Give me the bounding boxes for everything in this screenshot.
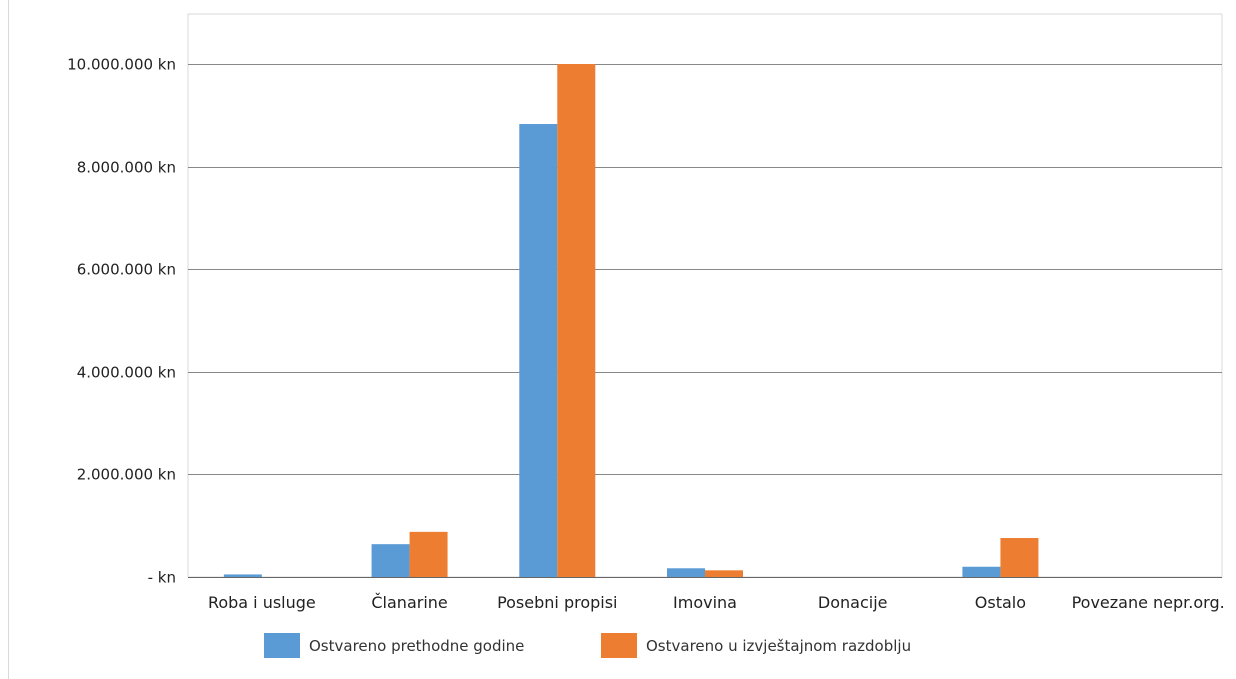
bars <box>223 64 1039 578</box>
y-tick-label: 6.000.000 kn <box>77 261 176 279</box>
y-tick-label: 2.000.000 kn <box>77 466 176 484</box>
plot-area <box>187 13 1223 578</box>
legend-entry: Ostvareno prethodne godine <box>309 637 524 655</box>
bar <box>962 566 1001 577</box>
bar <box>1000 538 1039 577</box>
x-category-label: Posebni propisi <box>497 593 617 612</box>
y-tick-label: 8.000.000 kn <box>77 159 176 177</box>
x-category-label: Imovina <box>673 593 737 612</box>
legend-swatch <box>601 633 637 658</box>
bar <box>557 64 596 577</box>
y-tick-label: 10.000.000 kn <box>67 56 176 74</box>
x-category-label: Roba i usluge <box>208 593 316 612</box>
x-category-label: Članarine <box>371 593 447 612</box>
gridlines <box>187 13 1223 578</box>
x-category-label: Ostalo <box>975 593 1026 612</box>
bar <box>705 570 743 577</box>
legend-swatch <box>264 633 300 658</box>
bar <box>371 544 410 577</box>
bar <box>223 574 262 577</box>
legend: Ostvareno prethodne godine Ostvareno u iz… <box>264 633 911 658</box>
bar <box>519 124 558 578</box>
bar <box>409 531 448 577</box>
y-tick-label: 4.000.000 kn <box>77 364 176 382</box>
chart-frame <box>8 0 1235 679</box>
bar <box>667 568 705 577</box>
legend-entry: Ostvareno u izvještajnom razdoblju <box>646 637 911 655</box>
axes: - kn 2.000.000 kn 4.000.000 kn 6.000.000 kn… <box>67 56 1225 613</box>
y-tick-label: - kn <box>148 569 176 587</box>
x-category-label: Povezane nepr.org. <box>1072 593 1225 612</box>
x-category-label: Donacije <box>818 593 888 612</box>
